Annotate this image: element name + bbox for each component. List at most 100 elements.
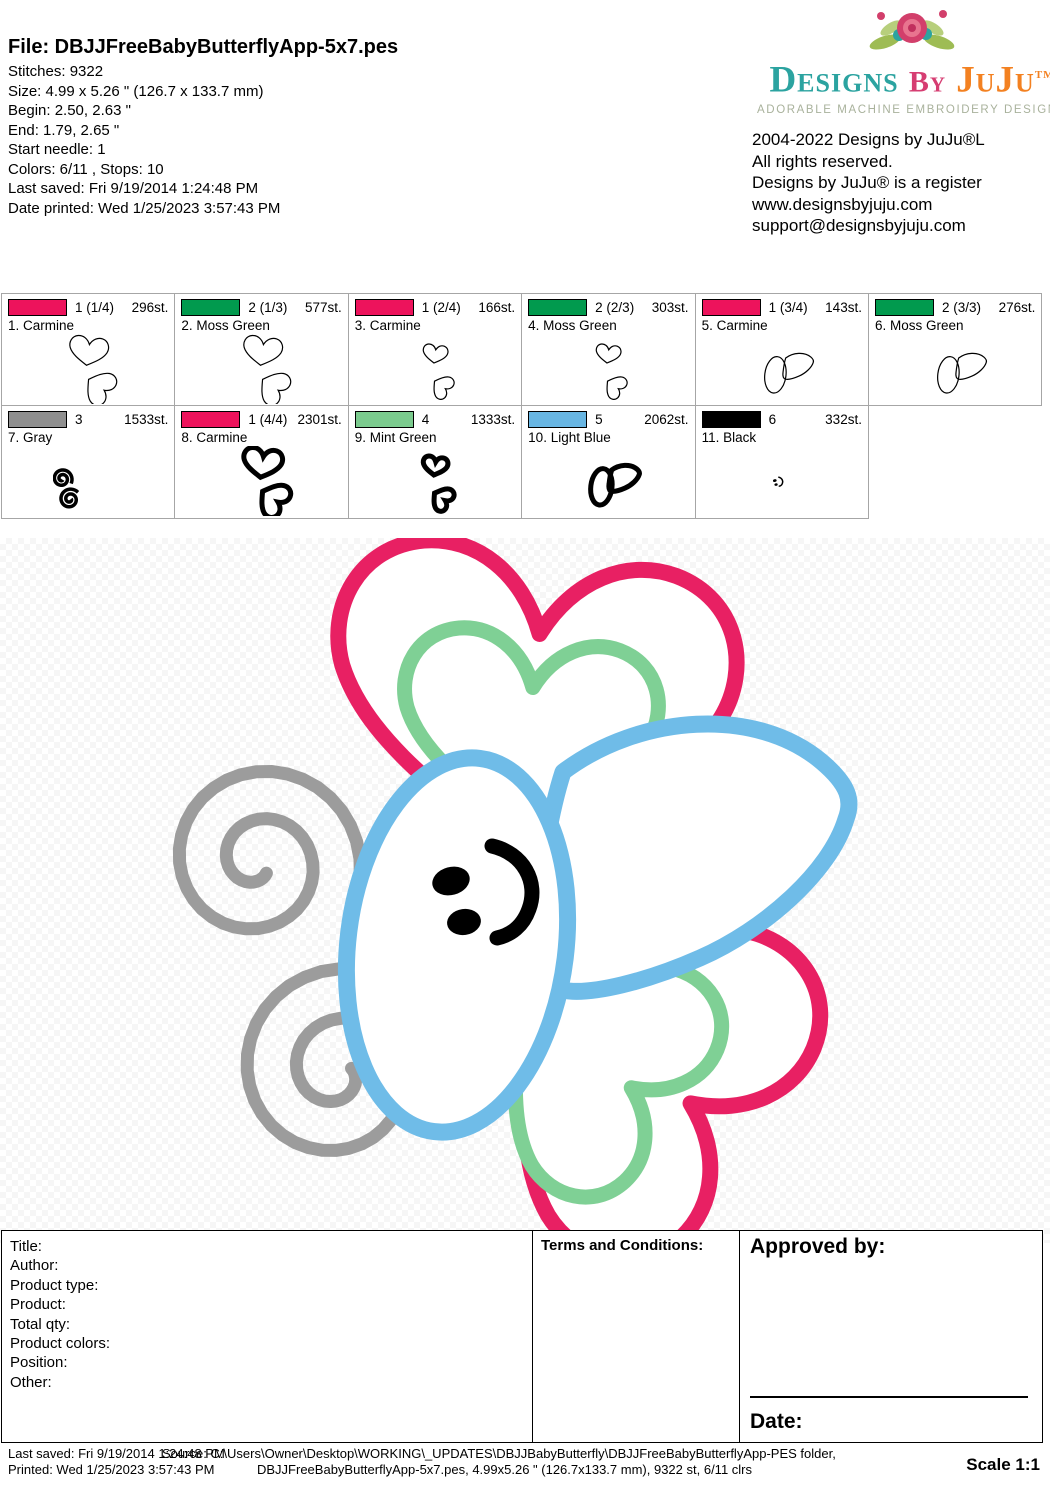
needle-seq: 1 (1/4) xyxy=(75,300,115,315)
print-footer: Last saved: Fri 9/19/2014 1:24:48 PM Pri… xyxy=(0,1444,1050,1484)
thread-step-5: 1 (3/4) 143st. 5. Carmine xyxy=(695,294,869,406)
stitch-count: 2062st. xyxy=(644,412,689,427)
color-swatch xyxy=(528,299,588,316)
stitch-preview xyxy=(771,476,784,487)
stitch-preview xyxy=(53,334,123,404)
thread-step-6: 2 (3/3) 276st. 6. Moss Green xyxy=(868,294,1043,406)
order-form-table: Title: Author: Product type: Product: To… xyxy=(1,1230,1043,1443)
needle-seq: 6 xyxy=(768,412,777,427)
thread-name: 5. Carmine xyxy=(701,318,768,333)
needle-seq: 5 xyxy=(595,412,603,427)
thread-step-2: 2 (1/3) 577st. 2. Moss Green xyxy=(175,294,349,406)
footer-source-path: Source: C:\Users\Owner\Desktop\WORKING\_… xyxy=(162,1446,836,1461)
needle-seq: 1 (4/4) xyxy=(248,412,288,427)
support-line: support@designsbyjuju.com xyxy=(752,215,966,235)
terms-cell: Terms and Conditions: xyxy=(533,1231,740,1442)
logo-juju: JuJu xyxy=(956,59,1035,101)
copyright-line: 2004-2022 Designs by JuJu®L xyxy=(752,130,985,150)
signature-line xyxy=(750,1396,1028,1398)
needle-seq: 2 (3/3) xyxy=(941,300,981,315)
needle-seq: 2 (2/3) xyxy=(595,300,635,315)
stitch-preview xyxy=(747,334,817,404)
color-swatch xyxy=(354,411,414,428)
thread-sequence-table: 1 (1/4) 296st. 1. Carmine 2 (1/3) 577st.… xyxy=(1,293,1043,519)
stitch-preview xyxy=(573,446,643,516)
color-swatch xyxy=(8,299,67,316)
thread-name: 8. Carmine xyxy=(181,430,248,445)
embroidery-design-area xyxy=(0,538,1050,1243)
thread-name: 7. Gray xyxy=(8,430,53,445)
needle-seq: 1 (2/4) xyxy=(421,300,461,315)
file-name: File: DBJJFreeBabyButterflyApp-5x7.pes xyxy=(8,36,399,58)
logo-by: By xyxy=(908,65,946,99)
date-printed-line: Date printed: Wed 1/25/2023 3:57:43 PM xyxy=(8,199,281,217)
field-other: Other: xyxy=(10,1373,52,1391)
last-saved-line: Last saved: Fri 9/19/2014 1:24:48 PM xyxy=(8,180,259,197)
stitch-count: 332st. xyxy=(825,412,862,427)
size-line: Size: 4.99 x 5.26 " (126.7 x 133.7 mm) xyxy=(8,82,264,100)
footer-printed: Printed: Wed 1/25/2023 3:57:43 PM xyxy=(8,1461,215,1477)
empty-cell xyxy=(869,406,1042,519)
field-total-qty: Total qty: xyxy=(10,1315,71,1333)
stitch-count: 2301st. xyxy=(297,412,342,427)
color-swatch xyxy=(874,299,934,316)
footer-last-saved: Last saved: Fri 9/19/2014 1:24:48 PM xyxy=(8,1446,225,1461)
field-author: Author: xyxy=(10,1257,59,1275)
thread-step-9: 4 1333st. 9. Mint Green xyxy=(348,406,523,519)
color-swatch xyxy=(181,299,241,316)
start-needle-line: Start needle: 1 xyxy=(8,141,106,158)
stitch-preview xyxy=(227,446,297,516)
stitch-count: 303st. xyxy=(651,300,689,315)
field-position: Position: xyxy=(10,1354,68,1372)
stitch-preview xyxy=(227,334,297,404)
thread-name: 1. Carmine xyxy=(8,318,75,333)
stitch-count: 1333st. xyxy=(470,412,516,427)
brand-block: Designs By JuJuTM ADORABLE MACHINE EMBRO… xyxy=(752,4,1050,236)
butterfly-design xyxy=(0,538,1050,1243)
thread-step-10: 5 2062st. 10. Light Blue xyxy=(522,406,696,519)
thread-name: 11. Black xyxy=(701,430,757,445)
thread-name: 3. Carmine xyxy=(354,318,421,333)
color-swatch xyxy=(528,411,588,428)
color-swatch xyxy=(8,411,67,428)
needle-seq: 1 (3/4) xyxy=(768,300,808,315)
thread-step-7: 3 1533st. 7. Gray xyxy=(2,406,176,519)
color-swatch xyxy=(701,411,761,428)
thread-step-1: 1 (1/4) 296st. 1. Carmine xyxy=(2,294,176,406)
flower-icon xyxy=(869,10,955,50)
footer-dates: Last saved: Fri 9/19/2014 1:24:48 PM Pri… xyxy=(8,1446,225,1478)
approved-by-label: Approved by: xyxy=(750,1235,886,1258)
needle-seq: 4 xyxy=(421,412,430,427)
field-title: Title: xyxy=(10,1238,42,1255)
field-product: Product: xyxy=(10,1296,66,1314)
begin-line: Begin: 2.50, 2.63 " xyxy=(8,102,131,119)
stitch-count: 143st. xyxy=(825,300,862,315)
brand-logo: Designs By JuJuTM xyxy=(752,56,1050,101)
stitch-preview xyxy=(400,446,470,516)
needle-seq: 2 (1/3) xyxy=(248,300,288,315)
thread-name: 2. Moss Green xyxy=(181,318,270,333)
approval-cell: Approved by: Date: xyxy=(740,1231,1042,1442)
brand-tagline: ADORABLE MACHINE EMBROIDERY DESIGNS xyxy=(757,104,1050,117)
field-product-colors: Product colors: xyxy=(10,1335,111,1353)
stitch-preview xyxy=(400,334,470,404)
end-line: End: 1.79, 2.65 " xyxy=(8,121,120,139)
thread-name: 10. Light Blue xyxy=(528,430,611,445)
footer-file-summary: DBJJFreeBabyButterflyApp-5x7.pes, 4.99x5… xyxy=(257,1461,753,1477)
file-info-block: File: DBJJFreeBabyButterflyApp-5x7.pes S… xyxy=(8,36,548,218)
stitch-count: 276st. xyxy=(998,300,1036,315)
stitch-count: 1533st. xyxy=(124,412,169,427)
website-line: www.designsbyjuju.com xyxy=(752,194,933,214)
color-swatch xyxy=(354,299,414,316)
thread-step-11: 6 332st. 11. Black xyxy=(695,406,869,519)
stitch-count: 296st. xyxy=(131,300,169,315)
stitch-count: 166st. xyxy=(478,300,516,315)
date-label: Date: xyxy=(750,1410,803,1433)
brand-info-block: 2004-2022 Designs by JuJu®L All rights r… xyxy=(752,129,1050,236)
thread-step-3: 1 (2/4) 166st. 3. Carmine xyxy=(348,294,523,406)
scale-label: Scale 1:1 xyxy=(966,1455,1040,1474)
logo-tm: TM xyxy=(1034,69,1050,81)
thread-name: 4. Moss Green xyxy=(528,318,617,333)
color-swatch xyxy=(181,411,241,428)
